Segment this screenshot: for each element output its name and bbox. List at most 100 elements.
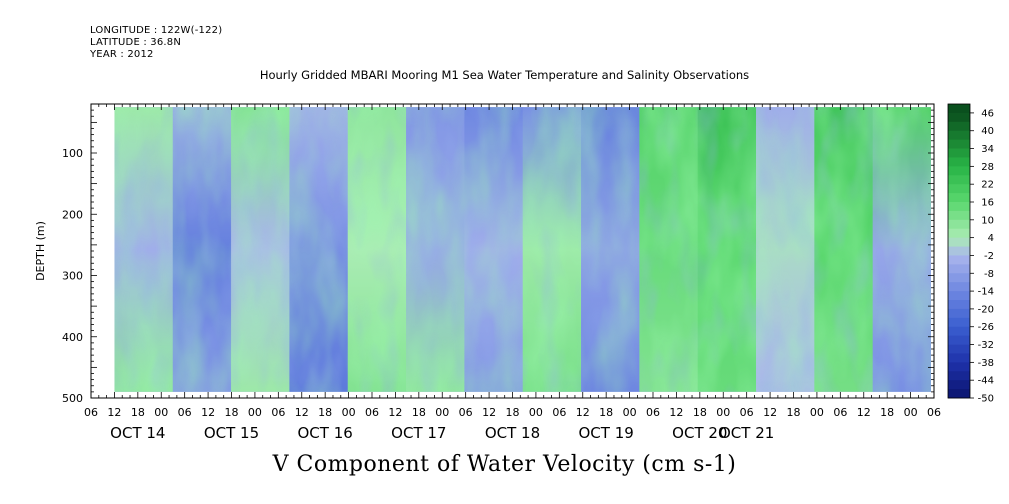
x-hour-tick-label: 06	[84, 406, 98, 419]
x-hour-tick-label: 18	[225, 406, 239, 419]
colorbar-segment	[948, 246, 970, 256]
x-hour-tick-label: 18	[131, 406, 145, 419]
x-hour-tick-label: 12	[576, 406, 590, 419]
colorbar-segment	[948, 184, 970, 194]
x-hour-tick-label: 06	[178, 406, 192, 419]
x-hour-tick-label: 00	[154, 406, 168, 419]
colorbar-segment	[948, 104, 970, 114]
colorbar-label: -20	[978, 304, 994, 315]
colorbar-segment	[948, 389, 970, 399]
x-hour-tick-label: 12	[295, 406, 309, 419]
colorbar-segment	[948, 335, 970, 345]
colorbar-label: -8	[984, 269, 994, 280]
colorbar-segment	[948, 380, 970, 390]
colorbar-label: -44	[978, 376, 994, 387]
chart-title: Hourly Gridded MBARI Mooring M1 Sea Wate…	[259, 68, 750, 82]
x-day-label: OCT 16	[298, 424, 353, 442]
x-day-label: OCT 18	[485, 424, 540, 442]
colorbar-segment	[948, 202, 970, 212]
x-hour-tick-label: 12	[763, 406, 777, 419]
x-hour-tick-label: 06	[646, 406, 660, 419]
colorbar-frame	[947, 103, 971, 399]
x-day-label: OCT 20	[672, 424, 727, 442]
heatmap-field	[114, 107, 931, 392]
colorbar-label: 16	[981, 198, 994, 209]
colorbar-segment	[948, 371, 970, 381]
colorbar-label: 22	[981, 180, 994, 191]
colorbar-label: -14	[978, 287, 994, 298]
x-hour-tick-label: 18	[599, 406, 613, 419]
colorbar-label: 40	[981, 126, 994, 137]
x-hour-tick-label: 18	[506, 406, 520, 419]
x-hour-tick-label: 06	[927, 406, 941, 419]
colorbar-segment	[948, 166, 970, 176]
x-hour-tick-label: 12	[669, 406, 683, 419]
y-axis-label: DEPTH (m)	[34, 221, 47, 281]
year-label: YEAR : 2012	[90, 49, 154, 60]
colorbar-segment	[948, 362, 970, 372]
colorbar-segment	[948, 300, 970, 310]
x-hour-tick-label: 06	[833, 406, 847, 419]
colorbar-segment	[948, 157, 970, 167]
x-hour-tick-label: 00	[904, 406, 918, 419]
colorbar-segment	[948, 264, 970, 274]
x-hour-tick-label: 18	[693, 406, 707, 419]
colorbar-segment	[948, 121, 970, 132]
colorbar-segment	[948, 291, 970, 301]
x-hour-tick-label: 00	[248, 406, 262, 419]
x-hour-tick-label: 00	[342, 406, 356, 419]
x-day-label: OCT 14	[110, 424, 165, 442]
colorbar-segment	[948, 130, 970, 141]
colorbar-segment	[948, 228, 970, 239]
x-hour-tick-label: 12	[107, 406, 121, 419]
latitude-label: LATITUDE : 36.8N	[90, 37, 182, 48]
x-hour-tick-label: 06	[365, 406, 379, 419]
colorbar-segment	[948, 282, 970, 292]
colorbar-segment	[948, 326, 970, 337]
x-hour-tick-label: 00	[810, 406, 824, 419]
x-day-label: OCT 17	[391, 424, 446, 442]
colorbar-label: 4	[988, 233, 994, 244]
y-tick-label: 200	[62, 208, 83, 221]
x-hour-tick-label: 12	[201, 406, 215, 419]
colorbar-label: 28	[981, 162, 994, 173]
colorbar-label: -50	[978, 394, 994, 405]
y-tick-label: 300	[62, 270, 83, 283]
x-hour-tick-label: 00	[529, 406, 543, 419]
x-hour-tick-label: 00	[716, 406, 730, 419]
longitude-label: LONGITUDE : 122W(-122)	[90, 25, 223, 36]
colorbar-label: -32	[978, 340, 994, 351]
colorbar-segment	[948, 317, 970, 328]
colorbar-segment	[948, 219, 970, 230]
x-hour-tick-label: 12	[857, 406, 871, 419]
y-tick-label: 100	[62, 147, 83, 160]
colorbar-segment	[948, 193, 970, 203]
x-hour-tick-label: 06	[459, 406, 473, 419]
y-tick-label: 400	[62, 331, 83, 344]
colorbar-segment	[948, 139, 970, 149]
colorbar-label: -38	[978, 358, 994, 369]
x-hour-tick-label: 00	[623, 406, 637, 419]
x-day-label: OCT 15	[204, 424, 259, 442]
x-hour-tick-label: 18	[787, 406, 801, 419]
colorbar-label: 34	[981, 144, 994, 155]
colorbar-segment	[948, 112, 970, 123]
x-hour-tick-label: 12	[388, 406, 402, 419]
y-tick-label: 500	[62, 392, 83, 405]
x-hour-tick-label: 18	[880, 406, 894, 419]
x-hour-tick-label: 00	[435, 406, 449, 419]
colorbar-segment	[948, 255, 970, 265]
x-hour-tick-label: 12	[482, 406, 496, 419]
colorbar-segment	[948, 148, 970, 158]
x-hour-tick-label: 06	[552, 406, 566, 419]
colorbar-label: -26	[978, 322, 994, 333]
colorbar-segment	[948, 210, 970, 221]
colorbar-segment	[948, 308, 970, 319]
x-axis-label: V Component of Water Velocity (cm s-1)	[272, 452, 737, 477]
colorbar-label: 46	[981, 108, 994, 119]
colorbar-segment	[948, 344, 970, 354]
plot-axes: 06 12 18 00 06 12 18 00 06 12 18 00 06 12 18 00 06 12 18 00…	[34, 103, 941, 442]
x-day-label: OCT 21	[719, 424, 774, 442]
heatmap-texture-blue	[114, 107, 931, 392]
